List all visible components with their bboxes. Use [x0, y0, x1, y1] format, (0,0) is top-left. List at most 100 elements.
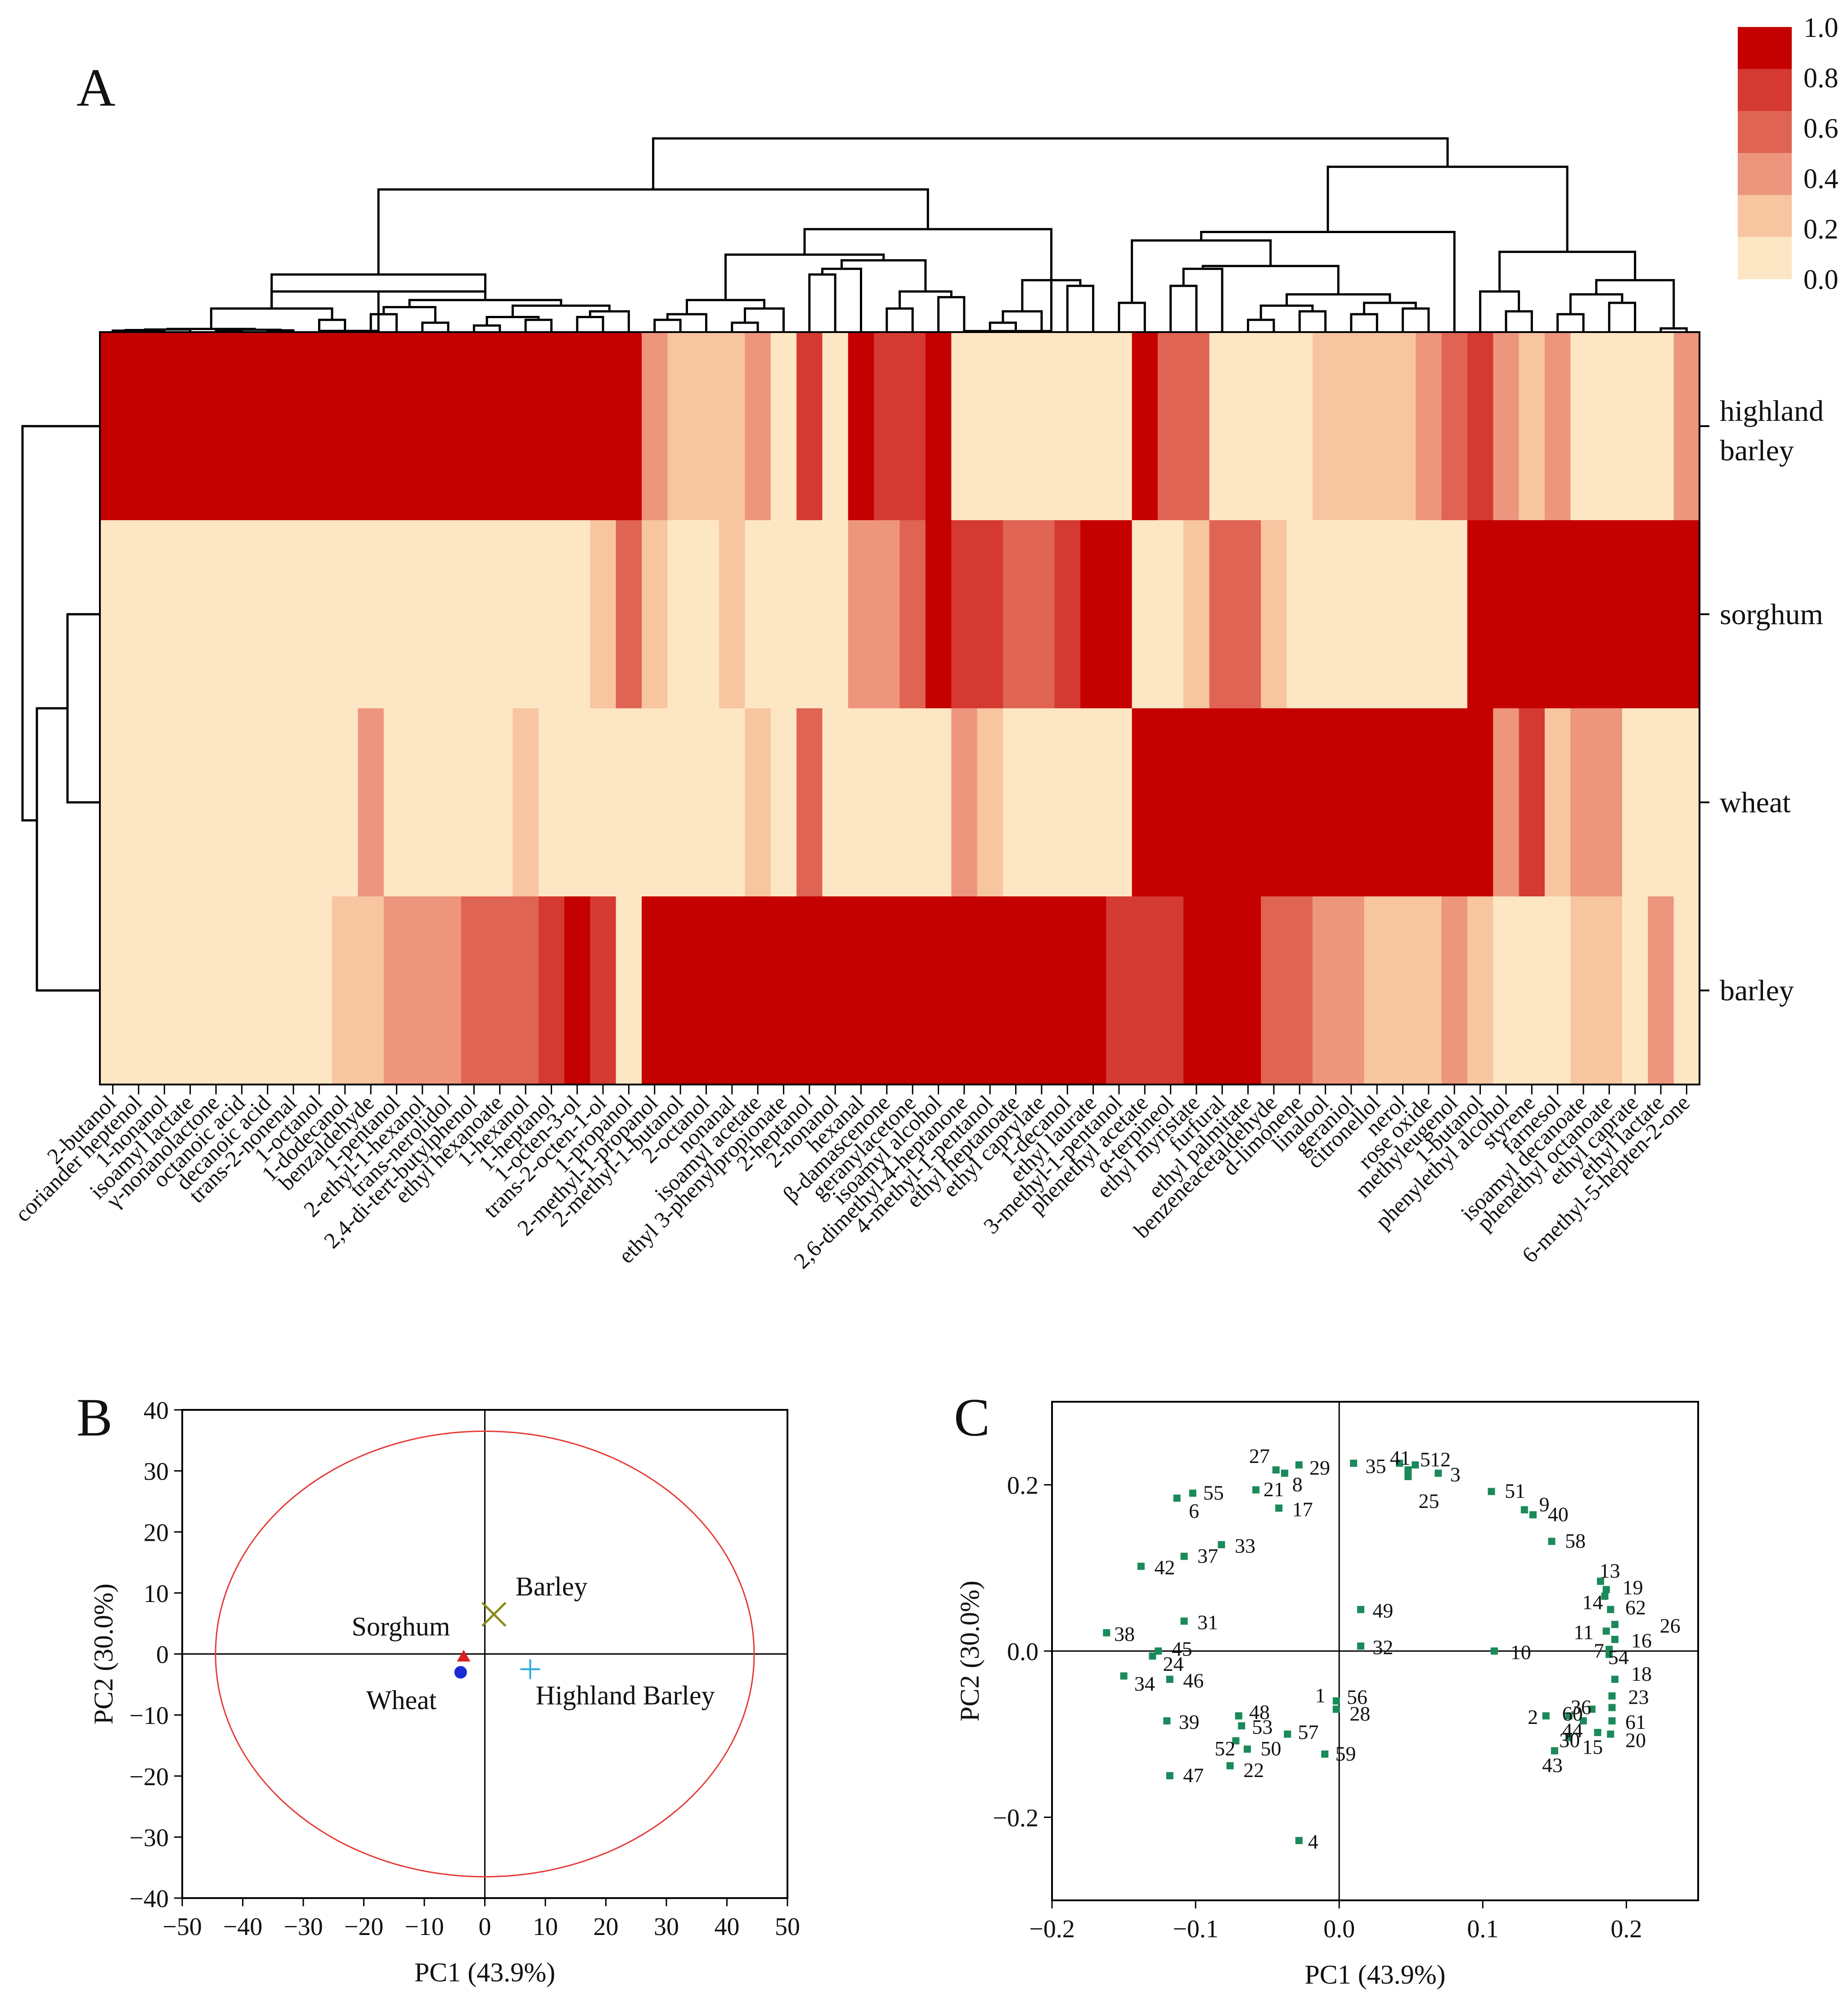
loading-label: 27 — [1249, 1444, 1270, 1467]
plot-b-xtick-label: −30 — [283, 1913, 323, 1941]
heatmap-cell — [1467, 896, 1494, 1085]
heatmap-cell — [306, 332, 333, 521]
heatmap-cell — [126, 896, 152, 1085]
dendrogram-link — [1608, 302, 1637, 331]
heatmap-cell — [899, 708, 926, 897]
heatmap-cell — [590, 896, 616, 1085]
heatmap-cell — [1338, 332, 1365, 521]
heatmap-cell — [1519, 896, 1545, 1085]
heatmap-cell — [1441, 332, 1468, 521]
heatmap-cell — [461, 708, 487, 897]
heatmap-cell — [306, 896, 333, 1085]
loading-marker — [1103, 1629, 1111, 1637]
row-dendrogram — [21, 425, 100, 992]
loading-label: 58 — [1565, 1530, 1586, 1552]
dendrogram-link — [369, 313, 398, 331]
heatmap-cell — [151, 708, 178, 897]
plot-c-xtick-label: 0.1 — [1467, 1915, 1498, 1943]
dendrogram-link — [1002, 310, 1043, 331]
loading-marker — [1155, 1647, 1162, 1655]
loading-label: 24 — [1163, 1652, 1184, 1675]
colorbar-tick-label: 0.6 — [1803, 113, 1839, 144]
loading-marker — [1601, 1593, 1609, 1600]
dendrogram-link — [1259, 304, 1314, 320]
colorbar-tick-label: 0.4 — [1803, 164, 1839, 194]
heatmap-cell — [1235, 332, 1262, 521]
heatmap-grid — [100, 332, 1700, 1085]
score-marker-sorghum — [457, 1650, 471, 1662]
heatmap-cell — [1648, 708, 1674, 897]
loading-label: 53 — [1252, 1715, 1272, 1738]
heatmap-cell — [126, 332, 152, 521]
heatmap-cell — [1209, 896, 1236, 1085]
heatmap-cell — [1132, 708, 1158, 897]
heatmap-cell — [1286, 708, 1313, 897]
heatmap-cell — [899, 332, 926, 521]
heatmap-cell — [255, 520, 281, 709]
dendrogram-link — [841, 259, 927, 292]
loading-marker — [1608, 1717, 1616, 1725]
heatmap-cell — [255, 708, 281, 897]
heatmap-cell — [977, 896, 1003, 1085]
heatmap-cell — [1570, 708, 1597, 897]
loading-marker — [1551, 1747, 1558, 1755]
loading-label: 8 — [1292, 1473, 1303, 1496]
heatmap-cell — [461, 520, 487, 709]
heatmap-cell — [1080, 708, 1107, 897]
heatmap-cell — [1416, 708, 1442, 897]
heatmap-cell — [1570, 332, 1597, 521]
row-dendrogram-link — [36, 707, 100, 992]
heatmap-cell — [1312, 896, 1339, 1085]
heatmap-cell — [951, 708, 978, 897]
loading-label: 57 — [1298, 1720, 1318, 1743]
loading-marker — [1357, 1606, 1365, 1613]
heatmap-cell — [770, 520, 797, 709]
heatmap-cell — [848, 332, 874, 521]
pca-loading-plot: −0.2 −0.1 0.0 0.1 0.2 0.2 0.0 −0.2 PC1 (43.9%) PC… — [955, 1401, 1699, 1989]
colorbar-segment — [1738, 237, 1792, 279]
plot-b-ytick-label: −20 — [129, 1763, 169, 1791]
heatmap-cell — [1286, 520, 1313, 709]
heatmap-cell — [1157, 708, 1184, 897]
heatmap-cell — [203, 520, 229, 709]
heatmap-cell — [1235, 896, 1262, 1085]
heatmap-cell — [977, 520, 1003, 709]
loading-label: 46 — [1183, 1669, 1204, 1692]
heatmap-cell — [977, 708, 1003, 897]
heatmap-cell — [383, 896, 410, 1085]
dendrogram-link — [653, 319, 682, 331]
heatmap-cell — [1106, 520, 1133, 709]
loading-marker — [1404, 1473, 1412, 1480]
heatmap-cell — [1673, 520, 1700, 709]
loading-marker — [1357, 1642, 1365, 1650]
heatmap-cell — [925, 332, 952, 521]
plot-b-ylabel: PC2 (30.0%) — [89, 1584, 118, 1724]
heatmap-cell — [796, 332, 823, 521]
heatmap-cell — [151, 520, 178, 709]
loading-label: 18 — [1631, 1662, 1652, 1685]
heatmap-cell — [1183, 896, 1210, 1085]
heatmap-cell — [1416, 896, 1442, 1085]
heatmap-cell — [1157, 332, 1184, 521]
loading-marker — [1529, 1511, 1537, 1519]
plot-c-xtick-label: 0.2 — [1610, 1915, 1642, 1943]
dendrogram-link — [1556, 313, 1585, 331]
loading-label: 39 — [1179, 1710, 1200, 1733]
heatmap-cell — [203, 708, 229, 897]
loading-marker — [1607, 1730, 1614, 1738]
loading-marker — [1434, 1469, 1442, 1477]
dendrogram-link — [1286, 293, 1391, 306]
heatmap-cell — [1054, 708, 1081, 897]
loading-marker — [1565, 1734, 1573, 1742]
heatmap-cell — [1570, 520, 1597, 709]
heatmap-cell — [1544, 520, 1571, 709]
heatmap-cell — [513, 708, 539, 897]
heatmap-cell — [126, 520, 152, 709]
loading-label: 35 — [1365, 1454, 1386, 1477]
loading-marker — [1238, 1722, 1245, 1730]
colorbar-tick-label: 0.8 — [1803, 63, 1839, 94]
heatmap-cell — [951, 520, 978, 709]
heatmap-cell — [1338, 520, 1365, 709]
loading-label: 7 — [1594, 1639, 1604, 1662]
heatmap-cell — [1467, 332, 1494, 521]
